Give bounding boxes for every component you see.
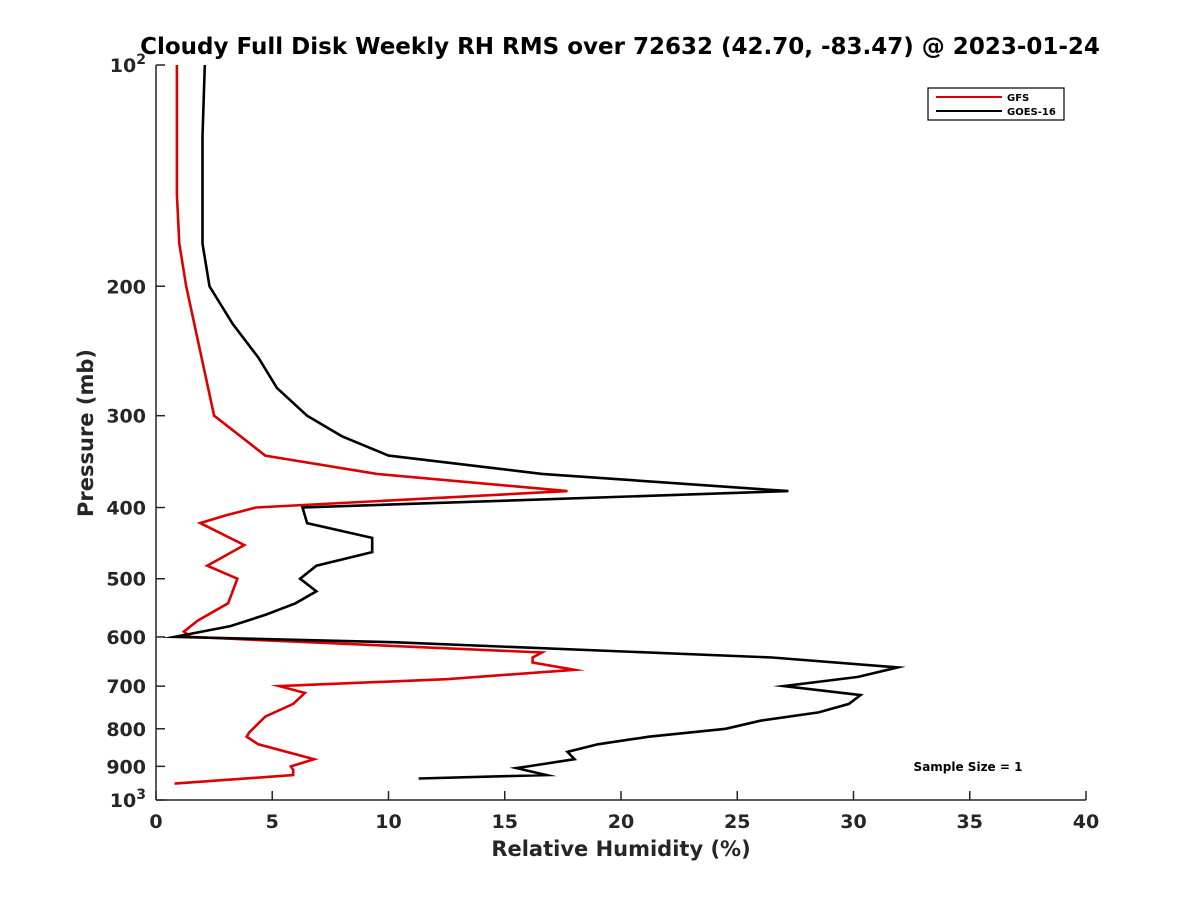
legend-box (927, 87, 1065, 121)
y-tick-label: 300 (106, 406, 146, 428)
y-tick-label: 700 (106, 676, 146, 698)
x-tick-label: 40 (1073, 811, 1099, 833)
y-tick-label: 200 (106, 276, 146, 298)
x-tick-label: 15 (492, 811, 518, 833)
x-tick-label: 35 (957, 811, 983, 833)
x-tick-label: 10 (375, 811, 401, 833)
y-tick-label: 102 (110, 52, 146, 77)
x-tick-label: 5 (266, 811, 279, 833)
y-axis-label: Pressure (mb) (74, 349, 98, 517)
legend-label-gfs: GFS (1007, 93, 1029, 104)
series-line-goes16 (162, 64, 906, 780)
y-axis-ticks: 102 200 300 400 500 600 700 800 900 103 (106, 52, 165, 812)
y-tick-label: 900 (106, 756, 146, 778)
legend-label-goes16: GOES-16 (1007, 107, 1056, 118)
sample-size-annotation: Sample Size = 1 (914, 760, 1023, 774)
y-tick-label: 103 (110, 787, 146, 812)
x-tick-label: 20 (608, 811, 634, 833)
legend: GFS GOES-16 (927, 87, 1065, 121)
x-tick-label: 30 (840, 811, 866, 833)
y-tick-label: 800 (106, 719, 146, 741)
x-axis-label: Relative Humidity (%) (491, 837, 750, 861)
x-tick-label: 0 (149, 811, 162, 833)
x-tick-label: 25 (724, 811, 750, 833)
y-tick-label: 500 (106, 569, 146, 591)
series-layer (162, 64, 906, 785)
x-axis-ticks: 0 5 10 15 20 25 30 35 40 (149, 791, 1099, 833)
y-tick-label: 600 (106, 627, 146, 649)
chart-title: Cloudy Full Disk Weekly RH RMS over 7263… (140, 34, 1100, 60)
y-tick-label: 400 (106, 498, 146, 520)
